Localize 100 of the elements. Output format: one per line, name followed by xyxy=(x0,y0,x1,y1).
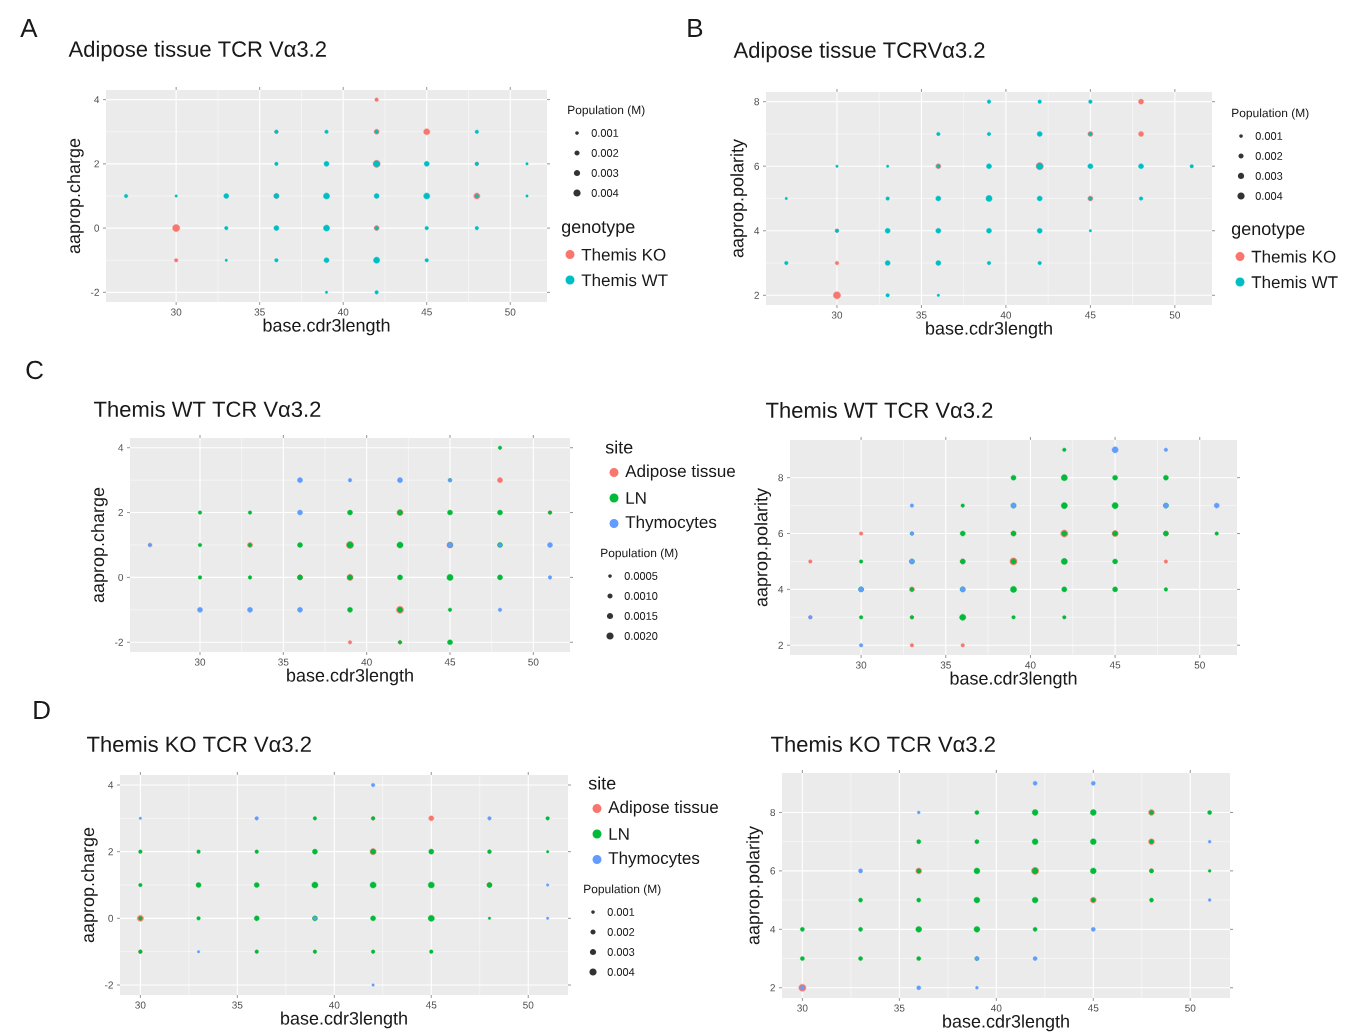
y-tick-label: -2 xyxy=(115,638,123,646)
legend-label: 0.0020 xyxy=(624,632,658,640)
text: Population (M) xyxy=(1232,108,1309,120)
legend-label: Thymocytes xyxy=(608,851,700,868)
x-tick-label: 35 xyxy=(940,661,951,669)
x-tick-label: 45 xyxy=(425,1001,437,1009)
y-tick-label: 0 xyxy=(118,573,124,581)
x-tick-label: 30 xyxy=(797,1004,808,1012)
x-tick-label: 50 xyxy=(523,1001,534,1009)
legend-label: 0.001 xyxy=(607,908,635,916)
y-tick-label: 2 xyxy=(754,291,759,299)
x-tick-label: 45 xyxy=(421,308,432,316)
chart-title: Themis WT TCR Vα3.2 xyxy=(766,401,993,419)
legend-label: 0.002 xyxy=(591,149,619,157)
text: Population (M) xyxy=(568,105,645,117)
x-tick-label: 45 xyxy=(1109,661,1121,669)
legend-title: genotype xyxy=(561,221,635,237)
x-tick-label: 50 xyxy=(1185,1004,1196,1012)
chart-title: Themis WT TCR Vα3.2 xyxy=(94,400,321,418)
chart-title: Adipose tissue TCRVα3.2 xyxy=(733,41,985,63)
y-tick-label: 6 xyxy=(778,530,784,538)
x-axis-title: base.cdr3length xyxy=(950,671,1077,689)
y-tick-label: 8 xyxy=(770,808,776,816)
y-tick-label: 4 xyxy=(770,925,776,933)
chart-title: Themis KO TCR Vα3.2 xyxy=(771,735,995,753)
x-tick-label: 50 xyxy=(1169,311,1181,319)
y-axis-title: aaprop.charge xyxy=(66,138,84,254)
y-tick-label: 2 xyxy=(778,641,783,649)
x-tick-label: 50 xyxy=(1194,661,1205,669)
y-tick-label: 4 xyxy=(778,585,784,593)
x-tick-label: 45 xyxy=(1087,1004,1099,1012)
text: C xyxy=(26,360,43,380)
x-tick-label: 45 xyxy=(1085,311,1096,319)
x-tick-label: 35 xyxy=(916,311,927,319)
legend-label: Themis WT xyxy=(1251,275,1338,289)
legend-label: 0.003 xyxy=(1255,172,1283,180)
legend-label: 0.0015 xyxy=(624,612,658,620)
x-axis-title: base.cdr3length xyxy=(263,318,390,336)
x-tick-label: 30 xyxy=(170,308,182,316)
y-tick-label: 4 xyxy=(118,444,124,452)
x-tick-label: 35 xyxy=(894,1004,905,1012)
x-axis-title: base.cdr3length xyxy=(943,1014,1069,1032)
legend-label: LN xyxy=(626,492,646,504)
x-tick-label: 30 xyxy=(831,311,843,319)
legend-label: Themis KO xyxy=(1251,250,1336,263)
x-tick-label: 40 xyxy=(1025,661,1036,669)
y-tick-label: 8 xyxy=(778,474,784,482)
legend-label: 0.003 xyxy=(607,948,635,956)
legend-label: 0.001 xyxy=(1255,132,1283,140)
x-tick-label: 35 xyxy=(232,1001,243,1009)
y-tick-label: 0 xyxy=(108,914,114,922)
x-tick-label: 40 xyxy=(990,1004,1002,1012)
y-tick-label: 2 xyxy=(108,848,113,856)
text: A xyxy=(20,19,38,37)
x-tick-label: 40 xyxy=(1000,311,1012,319)
legend-label: 0.0005 xyxy=(624,572,658,580)
chart-title: Themis KO TCR Vα3.2 xyxy=(87,735,311,753)
y-axis-title: aaprop.charge xyxy=(80,827,98,943)
x-tick-label: 40 xyxy=(361,658,372,666)
y-tick-label: 6 xyxy=(754,162,760,170)
legend-label: 0.0010 xyxy=(624,592,658,600)
y-tick-label: -2 xyxy=(91,288,99,296)
chart-title: Adipose tissue TCR Vα3.2 xyxy=(68,40,326,62)
x-axis-title: base.cdr3length xyxy=(287,668,413,686)
x-tick-label: 45 xyxy=(444,658,456,666)
legend-label: 0.003 xyxy=(591,169,619,177)
x-axis-title: base.cdr3length xyxy=(281,1011,407,1029)
y-tick-label: 4 xyxy=(94,96,100,104)
legend-label: Adipose tissue xyxy=(625,464,735,481)
legend-title: site xyxy=(605,440,633,454)
y-tick-label: 2 xyxy=(770,984,775,992)
x-tick-label: 50 xyxy=(505,308,516,316)
x-axis-title: base.cdr3length xyxy=(926,321,1052,339)
legend-label: 0.004 xyxy=(1255,192,1283,200)
x-tick-label: 40 xyxy=(328,1001,340,1009)
y-tick-label: 2 xyxy=(118,509,123,517)
x-tick-label: 30 xyxy=(194,658,206,666)
y-axis-title: aaprop.polarity xyxy=(730,139,748,258)
x-tick-label: 35 xyxy=(254,308,265,316)
legend-label: Thymocytes xyxy=(625,515,717,532)
y-axis-title: aaprop.polarity xyxy=(746,826,764,945)
legend-label: Themis KO xyxy=(581,248,666,261)
legend-label: Adipose tissue xyxy=(608,800,718,817)
x-tick-label: 40 xyxy=(337,308,349,316)
y-axis-title: aaprop.charge xyxy=(90,487,108,603)
text: D xyxy=(34,701,50,719)
y-tick-label: 8 xyxy=(754,98,760,106)
y-tick-label: 2 xyxy=(94,160,99,168)
text: B xyxy=(688,19,703,37)
x-tick-label: 30 xyxy=(135,1001,146,1009)
x-tick-label: 35 xyxy=(278,658,289,666)
y-tick-label: 6 xyxy=(770,867,776,875)
y-axis-title: aaprop.polarity xyxy=(754,488,772,607)
x-tick-label: 50 xyxy=(528,658,539,666)
y-tick-label: -2 xyxy=(105,981,113,989)
text: Population (M) xyxy=(601,548,678,560)
x-tick-label: 30 xyxy=(855,661,867,669)
y-tick-label: 0 xyxy=(94,224,100,232)
legend-label: 0.001 xyxy=(591,129,619,137)
legend-label: 0.004 xyxy=(591,189,619,197)
